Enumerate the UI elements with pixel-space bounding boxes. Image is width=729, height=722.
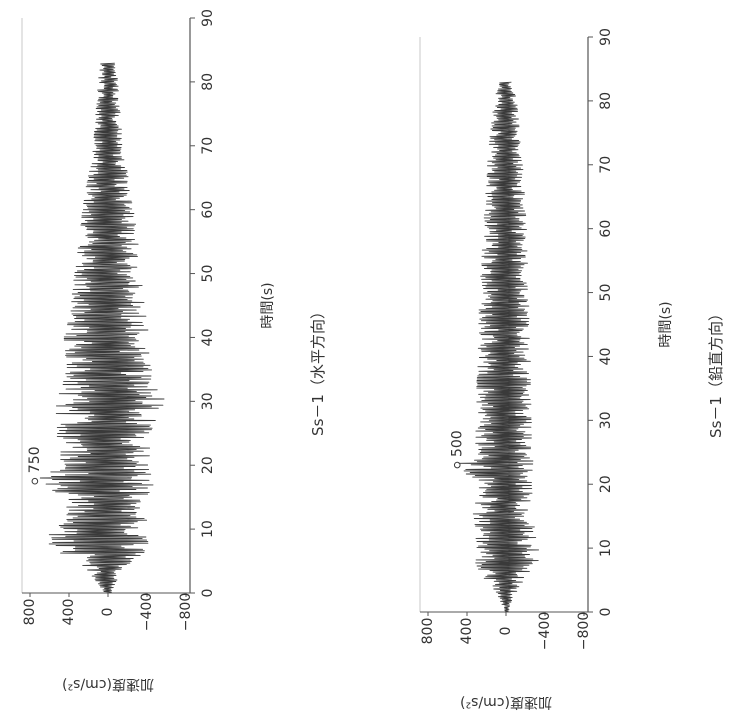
x-tick-label: 90 <box>200 9 216 27</box>
x-tick-label: 80 <box>200 73 216 91</box>
chart-2: 0 10 20 30 40 50 60 70 80 90 800 400 0 −400 −800 500 時間(… <box>419 28 725 710</box>
acceleration-waveform <box>458 81 540 613</box>
x-tick-label: 20 <box>200 456 216 474</box>
peak-marker <box>453 461 461 469</box>
y-tick-label: 400 <box>61 599 77 626</box>
x-tick-label: 30 <box>598 411 614 429</box>
y-axis-title: 加速度(cm/s²) <box>460 694 552 710</box>
peak-value-label: 750 <box>27 446 43 473</box>
chart-1: 0 10 20 30 40 50 60 70 80 90 800 400 0 −400 −800 750 時間(… <box>21 9 327 692</box>
y-tick-label: −800 <box>576 612 592 650</box>
x-tick-label: 30 <box>200 392 216 410</box>
x-tick-label: 90 <box>598 28 614 46</box>
x-tick-label: 70 <box>598 156 614 174</box>
x-axis-title: 時間(s) <box>658 301 674 347</box>
x-tick-label: 40 <box>598 348 614 366</box>
y-tick-label: −400 <box>139 593 155 631</box>
y-tick-label: 800 <box>22 599 38 626</box>
y-tick-label: 800 <box>420 618 436 645</box>
x-tick-label: 50 <box>200 265 216 283</box>
x-tick-label: 0 <box>200 589 216 598</box>
acceleration-waveform <box>39 62 165 594</box>
peak-marker <box>31 477 39 485</box>
x-axis-title: 時間(s) <box>260 282 276 328</box>
y-tick-label: 0 <box>100 608 116 617</box>
peak-value-label: 500 <box>449 430 465 457</box>
x-tick-label: 50 <box>598 284 614 302</box>
y-tick-label: −400 <box>537 612 553 650</box>
x-tick-label: 40 <box>200 329 216 347</box>
y-tick-label: −800 <box>178 593 194 631</box>
x-tick-label: 10 <box>598 539 614 557</box>
y-tick-label: 0 <box>498 627 514 636</box>
x-tick-label: 10 <box>200 520 216 538</box>
chart-caption: Ss－1（水平方向） <box>309 304 327 436</box>
x-tick-label: 0 <box>598 608 614 617</box>
x-tick-label: 60 <box>200 201 216 219</box>
x-tick-label: 60 <box>598 220 614 238</box>
x-tick-label: 20 <box>598 475 614 493</box>
x-tick-label: 80 <box>598 92 614 110</box>
x-tick-label: 70 <box>200 137 216 155</box>
chart-caption: Ss－1（鉛直方向） <box>707 306 725 438</box>
y-tick-label: 400 <box>459 618 475 645</box>
y-axis-title: 加速度(cm/s²) <box>62 676 154 692</box>
